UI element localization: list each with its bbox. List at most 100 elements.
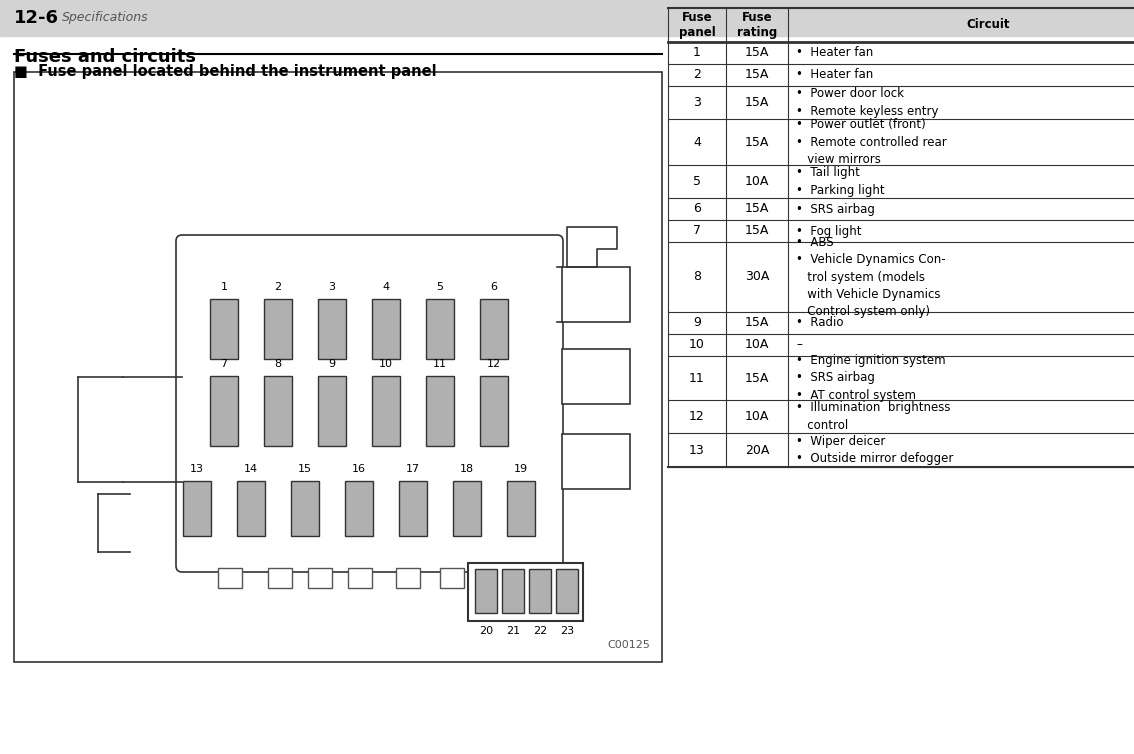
Text: 5: 5 [693, 175, 701, 188]
Text: 15A: 15A [745, 96, 769, 109]
Bar [14, 72, 662, 662]
Text: 21: 21 [506, 626, 521, 636]
Bar [0, 0, 1134, 36]
Text: 7: 7 [220, 359, 228, 369]
Text: 15: 15 [298, 464, 312, 474]
Bar [562, 349, 631, 404]
Text: 15A: 15A [745, 47, 769, 60]
Text: 6: 6 [491, 282, 498, 292]
Text: 18: 18 [460, 464, 474, 474]
Text: 8: 8 [693, 271, 701, 284]
Bar [468, 563, 583, 621]
Text: 13: 13 [689, 443, 705, 456]
Text: 2: 2 [693, 69, 701, 81]
Text: 7: 7 [693, 225, 701, 238]
Bar [183, 481, 211, 536]
Text: 20: 20 [479, 626, 493, 636]
Text: 13: 13 [191, 464, 204, 474]
Text: •  Heater fan: • Heater fan [796, 47, 873, 60]
Text: 15A: 15A [745, 225, 769, 238]
Text: 8: 8 [274, 359, 281, 369]
Text: 30A: 30A [745, 271, 769, 284]
Text: 10: 10 [379, 359, 393, 369]
Text: 6: 6 [693, 203, 701, 216]
Text: 15A: 15A [745, 203, 769, 216]
Bar [210, 376, 238, 446]
Text: Specifications: Specifications [62, 11, 149, 24]
Text: •  Illumination  brightness
   control: • Illumination brightness control [796, 401, 950, 432]
Text: Fuse
rating: Fuse rating [737, 11, 777, 39]
Text: 9: 9 [329, 359, 336, 369]
Bar [507, 481, 535, 536]
Text: 10: 10 [689, 339, 705, 351]
Text: 12: 12 [486, 359, 501, 369]
Text: Circuit: Circuit [966, 19, 1009, 32]
Text: 19: 19 [514, 464, 528, 474]
Text: 12-6: 12-6 [14, 9, 59, 27]
Bar [237, 481, 265, 536]
Bar [291, 481, 319, 536]
Bar [348, 568, 372, 588]
Bar [264, 299, 291, 359]
Text: 11: 11 [689, 372, 705, 385]
Bar [345, 481, 373, 536]
Text: 9: 9 [693, 317, 701, 329]
Text: 17: 17 [406, 464, 420, 474]
Text: 10A: 10A [745, 175, 769, 188]
Text: 2: 2 [274, 282, 281, 292]
FancyBboxPatch shape [176, 235, 562, 572]
Text: 3: 3 [329, 282, 336, 292]
Bar [210, 299, 238, 359]
Text: •  Wiper deicer
•  Outside mirror defogger: • Wiper deicer • Outside mirror defogger [796, 435, 954, 465]
Text: 10A: 10A [745, 339, 769, 351]
Bar [475, 569, 497, 613]
Bar [318, 299, 346, 359]
Text: –: – [796, 339, 802, 351]
Text: 20A: 20A [745, 443, 769, 456]
Text: 14: 14 [244, 464, 259, 474]
Bar [318, 376, 346, 446]
Bar [308, 568, 332, 588]
Text: Fuse
panel: Fuse panel [678, 11, 716, 39]
Text: 1: 1 [220, 282, 228, 292]
Text: •  SRS airbag: • SRS airbag [796, 203, 874, 216]
Bar [426, 376, 454, 446]
Bar [562, 434, 631, 489]
Bar [268, 568, 291, 588]
Text: 4: 4 [382, 282, 390, 292]
Text: 15A: 15A [745, 372, 769, 385]
Text: •  Engine ignition system
•  SRS airbag
•  AT control system: • Engine ignition system • SRS airbag • … [796, 354, 946, 402]
Bar [562, 267, 631, 322]
Text: 16: 16 [352, 464, 366, 474]
Bar [399, 481, 428, 536]
Bar [218, 568, 242, 588]
Text: 12: 12 [689, 410, 705, 423]
Bar [372, 376, 400, 446]
Text: •  Radio: • Radio [796, 317, 844, 329]
Text: •  ABS
•  Vehicle Dynamics Con-
   trol system (models
   with Vehicle Dynamics
: • ABS • Vehicle Dynamics Con- trol syste… [796, 235, 946, 318]
Bar [556, 569, 578, 613]
Text: 15A: 15A [745, 317, 769, 329]
Text: 11: 11 [433, 359, 447, 369]
Text: 1: 1 [693, 47, 701, 60]
Text: •  Fog light: • Fog light [796, 225, 862, 238]
Text: 22: 22 [533, 626, 547, 636]
Text: Fuses and circuits: Fuses and circuits [14, 48, 196, 66]
Text: 15A: 15A [745, 136, 769, 149]
Text: 10A: 10A [745, 410, 769, 423]
Bar [264, 376, 291, 446]
Bar [452, 481, 481, 536]
Text: •  Power door lock
•  Remote keyless entry: • Power door lock • Remote keyless entry [796, 87, 939, 118]
Bar [480, 299, 508, 359]
Bar [372, 299, 400, 359]
Text: 23: 23 [560, 626, 574, 636]
Text: •  Tail light
•  Parking light: • Tail light • Parking light [796, 166, 885, 197]
Text: •  Power outlet (front)
•  Remote controlled rear
   view mirrors: • Power outlet (front) • Remote controll… [796, 118, 947, 166]
Text: 5: 5 [437, 282, 443, 292]
Bar [396, 568, 420, 588]
Text: ■  Fuse panel located behind the instrument panel: ■ Fuse panel located behind the instrume… [14, 64, 437, 79]
Bar [426, 299, 454, 359]
Text: •  Heater fan: • Heater fan [796, 69, 873, 81]
Bar [502, 569, 524, 613]
Text: 15A: 15A [745, 69, 769, 81]
